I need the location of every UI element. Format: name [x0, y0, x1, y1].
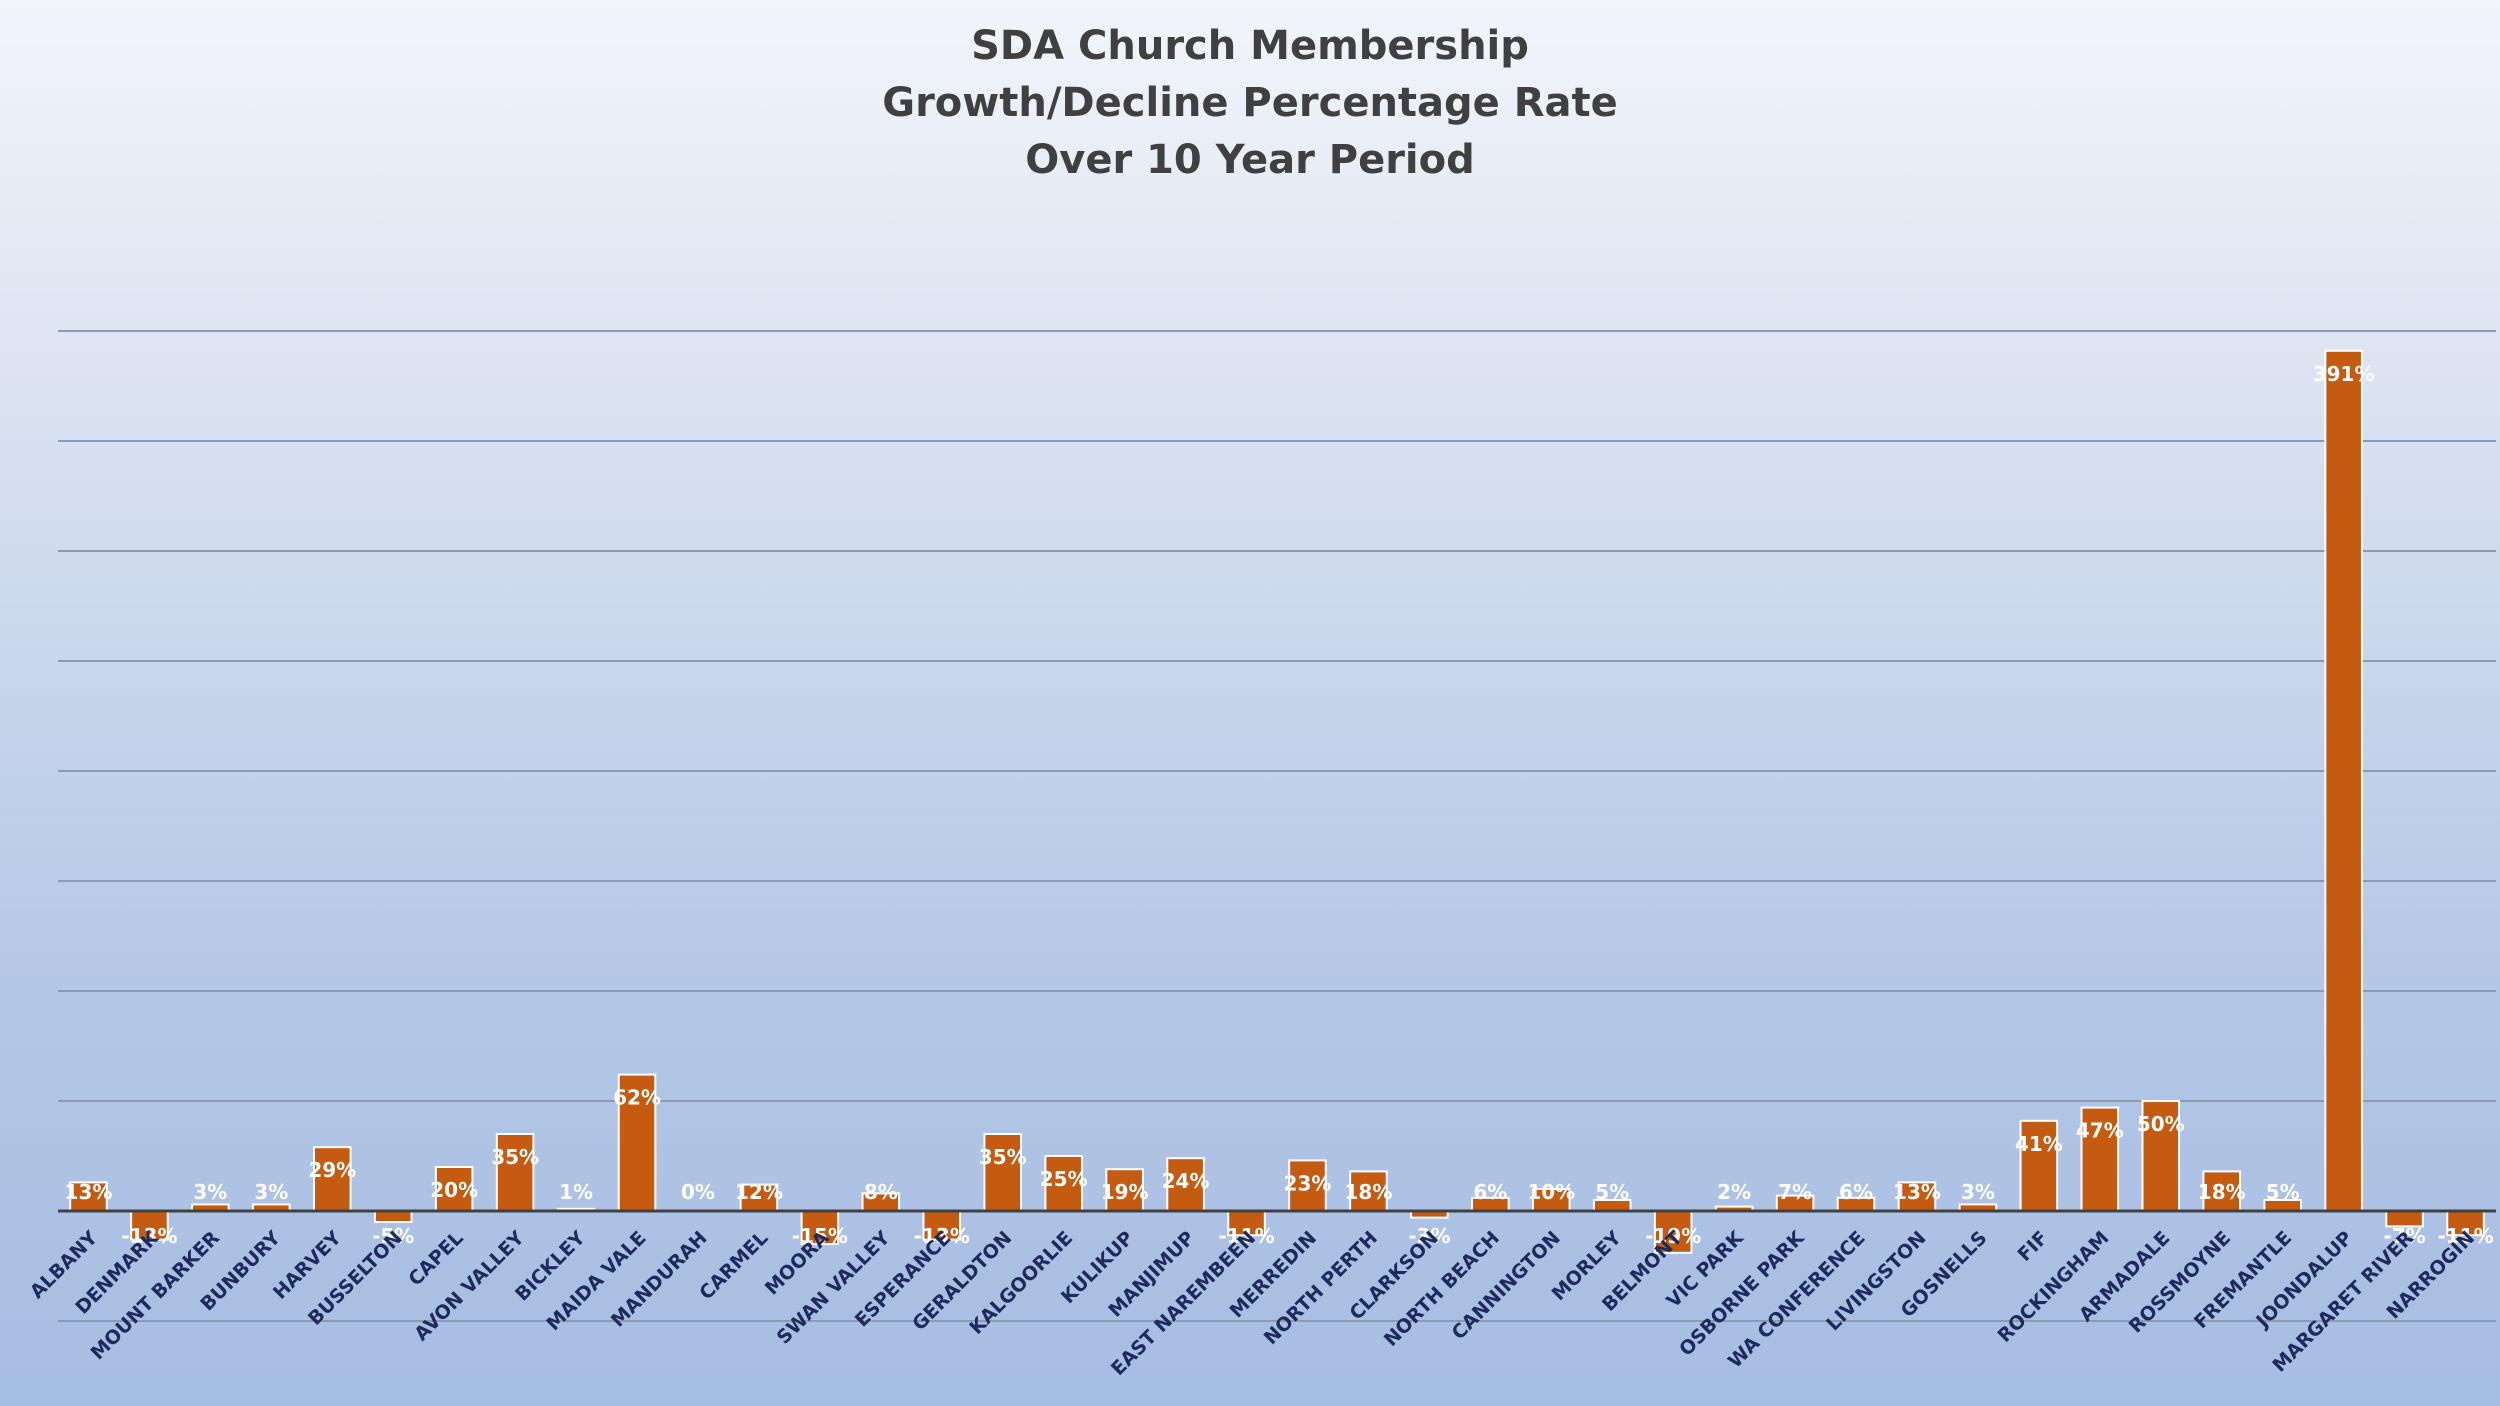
category-label-24: CANNINGTON [1448, 1227, 1565, 1344]
bar-11 [739, 1183, 779, 1212]
category-label-33: ROCKINGHAM [1993, 1227, 2113, 1347]
data-label-37: 391% [2313, 362, 2375, 386]
bar-34 [2141, 1100, 2181, 1212]
chart-title-line-2: Growth/Decline Percentage Rate [882, 80, 1618, 126]
data-label-39: -11% [2437, 1224, 2493, 1248]
data-label-4: 29% [308, 1158, 356, 1182]
bar-4 [312, 1146, 352, 1212]
chart-title: SDA Church Membership Growth/Decline Per… [0, 18, 2500, 189]
data-label-21: 18% [1344, 1180, 1392, 1204]
bar-12 [800, 1210, 840, 1245]
data-label-16: 25% [1040, 1167, 1088, 1191]
data-label-9: 62% [613, 1086, 661, 1110]
data-label-36: 5% [2266, 1180, 2300, 1204]
bar-15 [983, 1133, 1023, 1212]
data-label-1: -13% [121, 1224, 177, 1248]
data-label-0: 13% [65, 1180, 113, 1204]
bar-14 [922, 1210, 962, 1241]
bar-6 [434, 1166, 474, 1212]
data-label-13: 8% [864, 1180, 898, 1204]
data-label-8: 1% [559, 1180, 593, 1204]
data-label-5: -5% [372, 1224, 414, 1248]
data-label-6: 20% [430, 1178, 478, 1202]
bars [69, 349, 2485, 1254]
data-label-33: 47% [2076, 1119, 2124, 1143]
data-label-35: 18% [2198, 1180, 2246, 1204]
data-label-31: 3% [1961, 1180, 1995, 1204]
data-label-10: 0% [681, 1180, 715, 1204]
bar-9 [617, 1073, 657, 1212]
bar-5 [373, 1210, 413, 1223]
data-label-12: -15% [792, 1224, 848, 1248]
data-label-17: 19% [1101, 1180, 1149, 1204]
data-label-3: 3% [254, 1180, 288, 1204]
bar-33 [2080, 1106, 2120, 1212]
bar-35 [2202, 1170, 2242, 1213]
data-label-29: 6% [1839, 1180, 1873, 1204]
bar-16 [1044, 1155, 1083, 1212]
bar-7 [495, 1133, 535, 1212]
data-label-38: -7% [2383, 1224, 2425, 1248]
data-label-11: 12% [735, 1180, 783, 1204]
bar-0 [69, 1181, 108, 1213]
data-label-24: 10% [1527, 1180, 1575, 1204]
data-label-14: -13% [914, 1224, 970, 1248]
data-label-22: -3% [1408, 1224, 1450, 1248]
data-label-26: -19% [1645, 1224, 1701, 1248]
category-label-32: FIF [2013, 1227, 2052, 1266]
data-label-15: 35% [979, 1145, 1027, 1169]
bar-30 [1897, 1181, 1937, 1213]
category-label-7: AVON VALLEY [410, 1227, 529, 1346]
category-label-21: NORTH PERTH [1260, 1227, 1382, 1349]
chart-title-line-1: SDA Church Membership [971, 23, 1529, 69]
data-label-25: 5% [1595, 1180, 1629, 1204]
data-label-23: 6% [1473, 1180, 1507, 1204]
data-label-19: -11% [1218, 1224, 1274, 1248]
bar-37 [2324, 349, 2363, 1212]
chart-title-line-3: Over 10 Year Period [1025, 137, 1475, 183]
data-label-27: 2% [1717, 1180, 1751, 1204]
data-label-30: 13% [1893, 1180, 1941, 1204]
bar-21 [1349, 1170, 1388, 1213]
bar-19 [1227, 1210, 1266, 1237]
data-label-18: 24% [1162, 1169, 1210, 1193]
bar-18 [1166, 1157, 1205, 1212]
data-label-34: 50% [2137, 1112, 2185, 1136]
data-label-32: 41% [2015, 1132, 2063, 1156]
data-label-7: 35% [491, 1145, 539, 1169]
data-label-2: 3% [193, 1180, 227, 1204]
data-label-28: 7% [1778, 1180, 1812, 1204]
data-labels: 13%-13%3% 3%29%-5%20%35%1%62%0% 12%-15%8%-… [65, 362, 2494, 1248]
category-label-16: KALGOORLIE [965, 1227, 1077, 1339]
data-label-20: 23% [1284, 1171, 1332, 1195]
